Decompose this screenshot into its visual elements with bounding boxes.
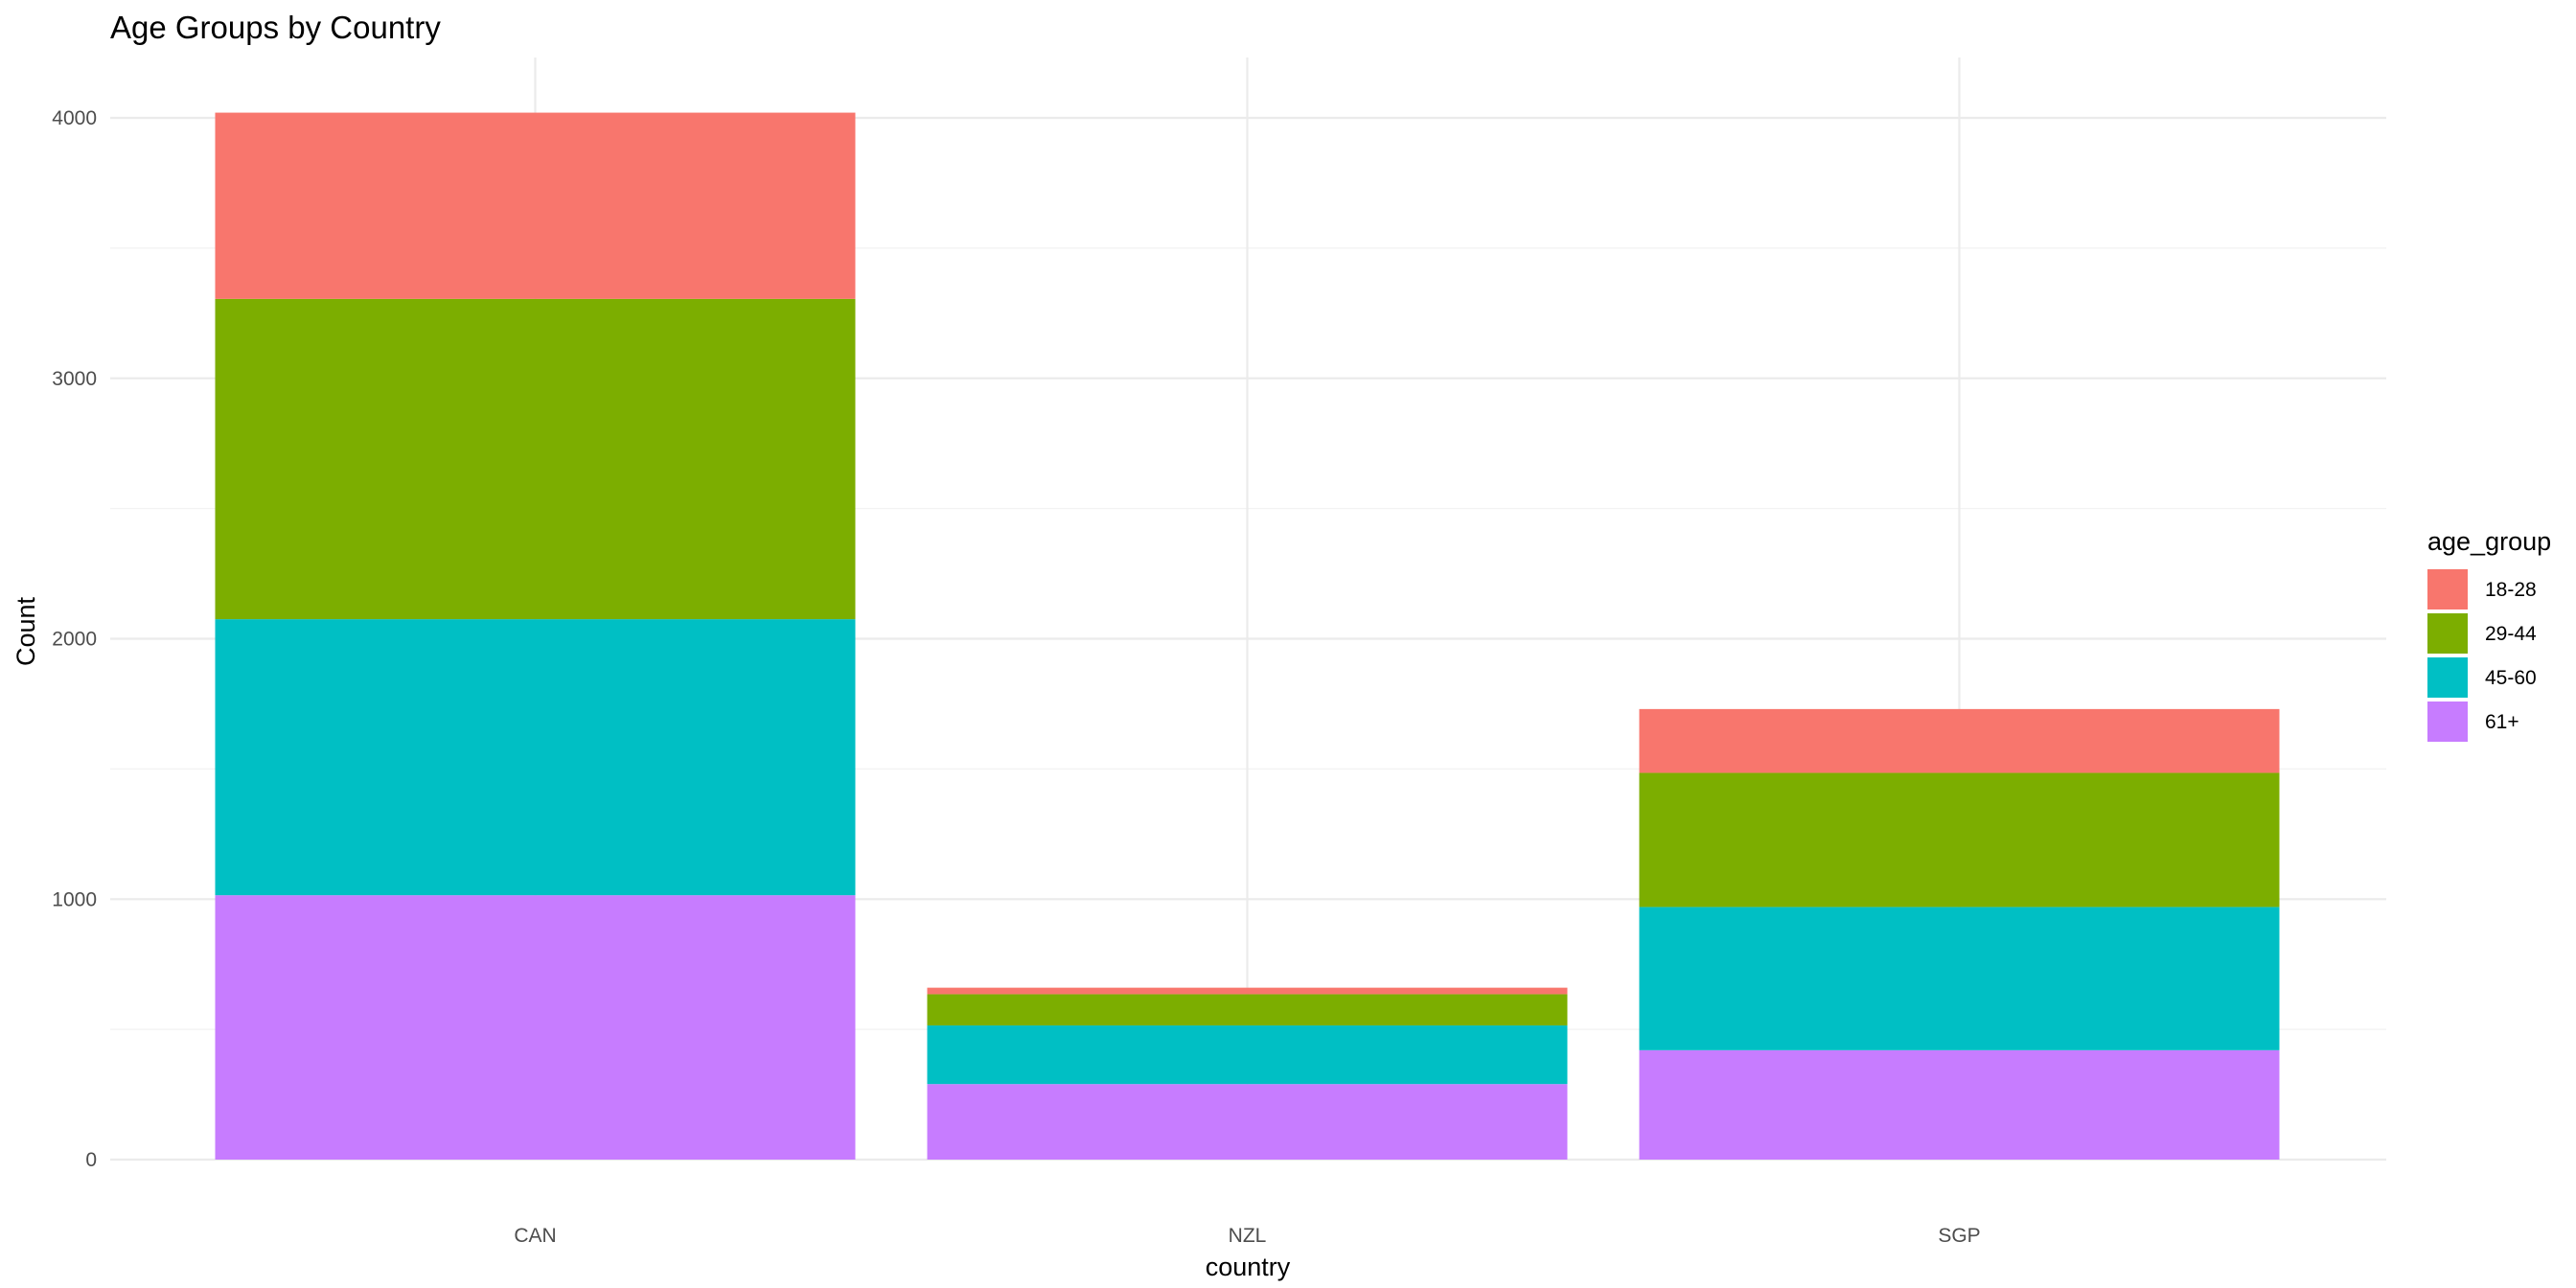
legend-label: 29-44 — [2485, 623, 2537, 645]
bar-segment-sgp-61plus — [1639, 1049, 2280, 1160]
bar-segment-sgp-45-60 — [1639, 907, 2280, 1050]
bar-segment-can-61plus — [215, 895, 856, 1160]
legend-label: 61+ — [2485, 711, 2519, 733]
bar-segment-nzl-61plus — [927, 1084, 1568, 1160]
legend-label: 18-28 — [2485, 579, 2537, 601]
bar-segment-nzl-45-60 — [927, 1025, 1568, 1085]
bar-segment-nzl-29-44 — [927, 994, 1568, 1026]
legend-key — [2427, 569, 2468, 610]
bar-segment-can-18-28 — [215, 112, 856, 299]
y-axis-ticks: 0 1000 2000 3000 4000 — [52, 107, 97, 1171]
legend: age_group 18-28 29-44 45-60 61+ — [2427, 527, 2551, 742]
legend-items: 18-28 29-44 45-60 61+ — [2427, 569, 2537, 742]
bar-segment-sgp-18-28 — [1639, 708, 2280, 773]
x-axis-title: country — [1206, 1253, 1291, 1281]
y-tick-label: 3000 — [52, 368, 97, 390]
y-axis-title: Count — [12, 596, 40, 666]
x-tick-label: CAN — [514, 1225, 556, 1247]
legend-key — [2427, 702, 2468, 742]
y-tick-label: 2000 — [52, 629, 97, 651]
bar-segment-can-45-60 — [215, 619, 856, 896]
y-tick-label: 0 — [85, 1149, 97, 1171]
y-tick-label: 1000 — [52, 888, 97, 910]
legend-label: 45-60 — [2485, 667, 2537, 689]
bars — [215, 112, 2280, 1160]
legend-title: age_group — [2427, 527, 2551, 556]
x-tick-label: SGP — [1938, 1225, 1980, 1247]
y-tick-label: 4000 — [52, 107, 97, 129]
x-tick-label: NZL — [1229, 1225, 1267, 1247]
bar-segment-can-29-44 — [215, 298, 856, 620]
legend-key — [2427, 657, 2468, 698]
bar-segment-nzl-18-28 — [927, 987, 1568, 995]
legend-key — [2427, 613, 2468, 654]
chart-title: Age Groups by Country — [110, 10, 441, 45]
bar-segment-sgp-29-44 — [1639, 772, 2280, 908]
x-axis-ticks: CAN NZL SGP — [514, 1225, 1980, 1247]
